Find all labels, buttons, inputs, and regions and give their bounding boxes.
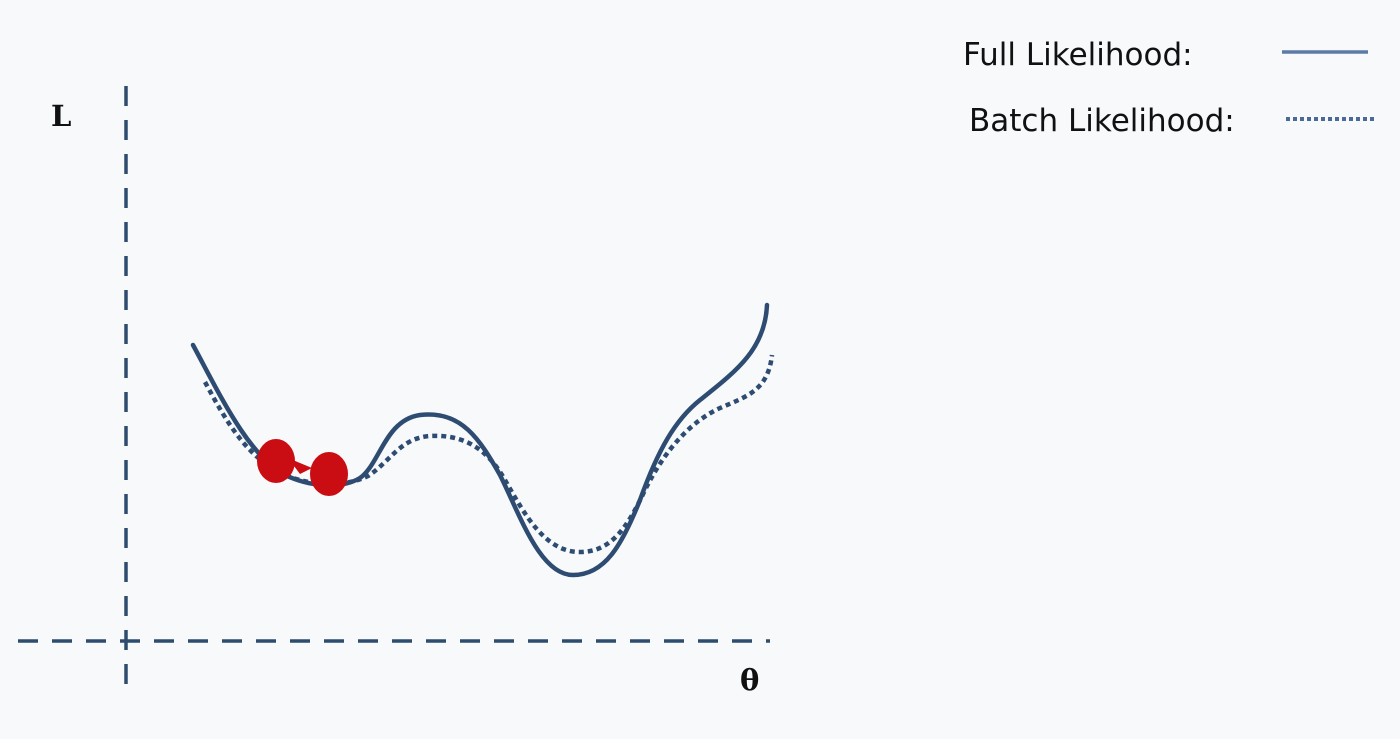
y-axis-label: L — [51, 99, 71, 133]
start-marker — [257, 439, 295, 483]
legend: Full Likelihood: Batch Likelihood: — [963, 37, 1374, 139]
end-marker — [310, 452, 348, 496]
full-likelihood-curve — [190, 302, 770, 578]
x-axis-label: θ — [740, 663, 759, 697]
legend-batch-label: Batch Likelihood: — [969, 103, 1235, 139]
legend-full-label: Full Likelihood: — [963, 37, 1193, 73]
